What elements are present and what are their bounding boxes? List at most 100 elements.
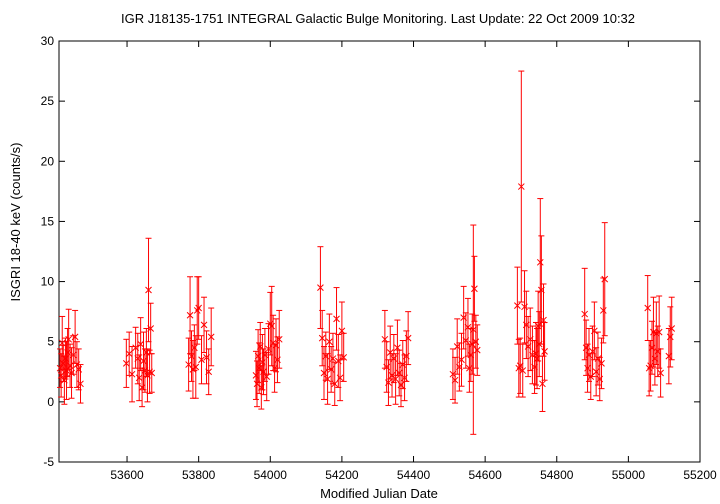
data-point [317,246,324,329]
data-point [135,354,143,402]
data-point [125,331,133,376]
x-tick-label: 54400 [397,468,431,482]
x-marker [668,325,676,332]
x-axis: 53600 53800 54000 54200 54400 54600 54800 55000… [110,41,717,482]
plot-frame [58,40,701,463]
data-point [200,296,208,354]
x-marker [329,355,337,362]
x-marker [340,353,348,361]
x-marker [471,285,478,293]
x-marker [581,310,589,318]
data-point [538,235,545,345]
data-point [186,276,194,355]
data-point [666,306,674,368]
data-point [259,333,266,391]
data-point [66,343,74,388]
x-marker [191,344,198,352]
x-marker [472,338,480,346]
x-marker [148,369,156,377]
data-point [268,285,276,367]
x-marker [516,362,524,370]
x-marker [192,363,200,371]
x-tick-label: 54000 [254,468,288,482]
x-marker [71,333,79,341]
data-point [65,308,73,370]
data-point [207,307,215,367]
data-point [191,324,198,372]
data-point [193,276,201,345]
x-marker [275,335,283,343]
x-marker [205,368,213,376]
x-tick-label: 53600 [110,468,144,482]
data-point [336,354,344,402]
data-point [655,295,663,369]
data-point [188,330,195,382]
x-marker [260,368,267,376]
x-marker [584,364,591,372]
x-marker [647,362,654,370]
y-axis: -5 0 5 10 15 20 25 30 [41,34,700,469]
data-point [185,337,192,392]
data-point [514,266,521,345]
x-marker [200,321,208,329]
x-marker [125,350,133,358]
data-point [404,311,412,366]
data-point [263,352,271,402]
data-point [539,355,546,412]
data-point [326,313,333,370]
data-series [56,70,676,435]
x-marker [272,341,280,349]
x-marker [65,335,73,343]
x-marker [473,346,481,354]
x-tick-label: 54200 [325,468,359,482]
data-point [458,332,465,387]
data-point [140,331,147,391]
y-tick-label: 15 [41,214,55,228]
x-marker [536,258,544,266]
x-marker [582,344,590,352]
data-point [324,353,331,405]
x-marker [122,360,130,367]
x-marker [135,374,143,382]
x-marker [514,302,521,309]
data-point [71,309,79,364]
data-point [516,337,524,394]
x-marker [599,307,607,314]
data-point [77,364,84,404]
y-axis-label: ISGRI 18-40 keV (counts/s) [8,143,23,302]
data-point [137,317,145,372]
data-point [601,222,609,337]
x-marker [392,375,399,383]
x-tick-label: 55200 [683,468,717,482]
plot-border [58,40,701,463]
x-marker [666,333,674,341]
data-point [61,355,68,405]
data-point [122,338,130,388]
x-marker [468,340,476,348]
data-point [652,301,660,366]
x-marker [598,360,605,367]
x-axis-label: Modified Julian Date [320,486,438,501]
x-marker [317,284,324,291]
data-point [192,335,200,399]
data-point [584,343,591,393]
x-marker [324,375,331,383]
x-marker [271,364,278,372]
data-point [148,353,156,393]
x-marker [137,340,145,348]
data-point [275,309,283,369]
x-marker [404,334,412,342]
x-marker [651,355,659,362]
data-point [541,321,548,381]
data-point [473,324,481,376]
x-marker [333,315,340,323]
x-marker [64,349,71,356]
data-point [205,348,213,396]
x-tick-label: 55000 [612,468,646,482]
chart-title: IGR J18135-1751 INTEGRAL Galactic Bulge … [121,11,635,26]
data-point [471,255,478,322]
data-point [657,348,664,398]
x-marker [591,327,598,335]
data-point [599,277,607,344]
